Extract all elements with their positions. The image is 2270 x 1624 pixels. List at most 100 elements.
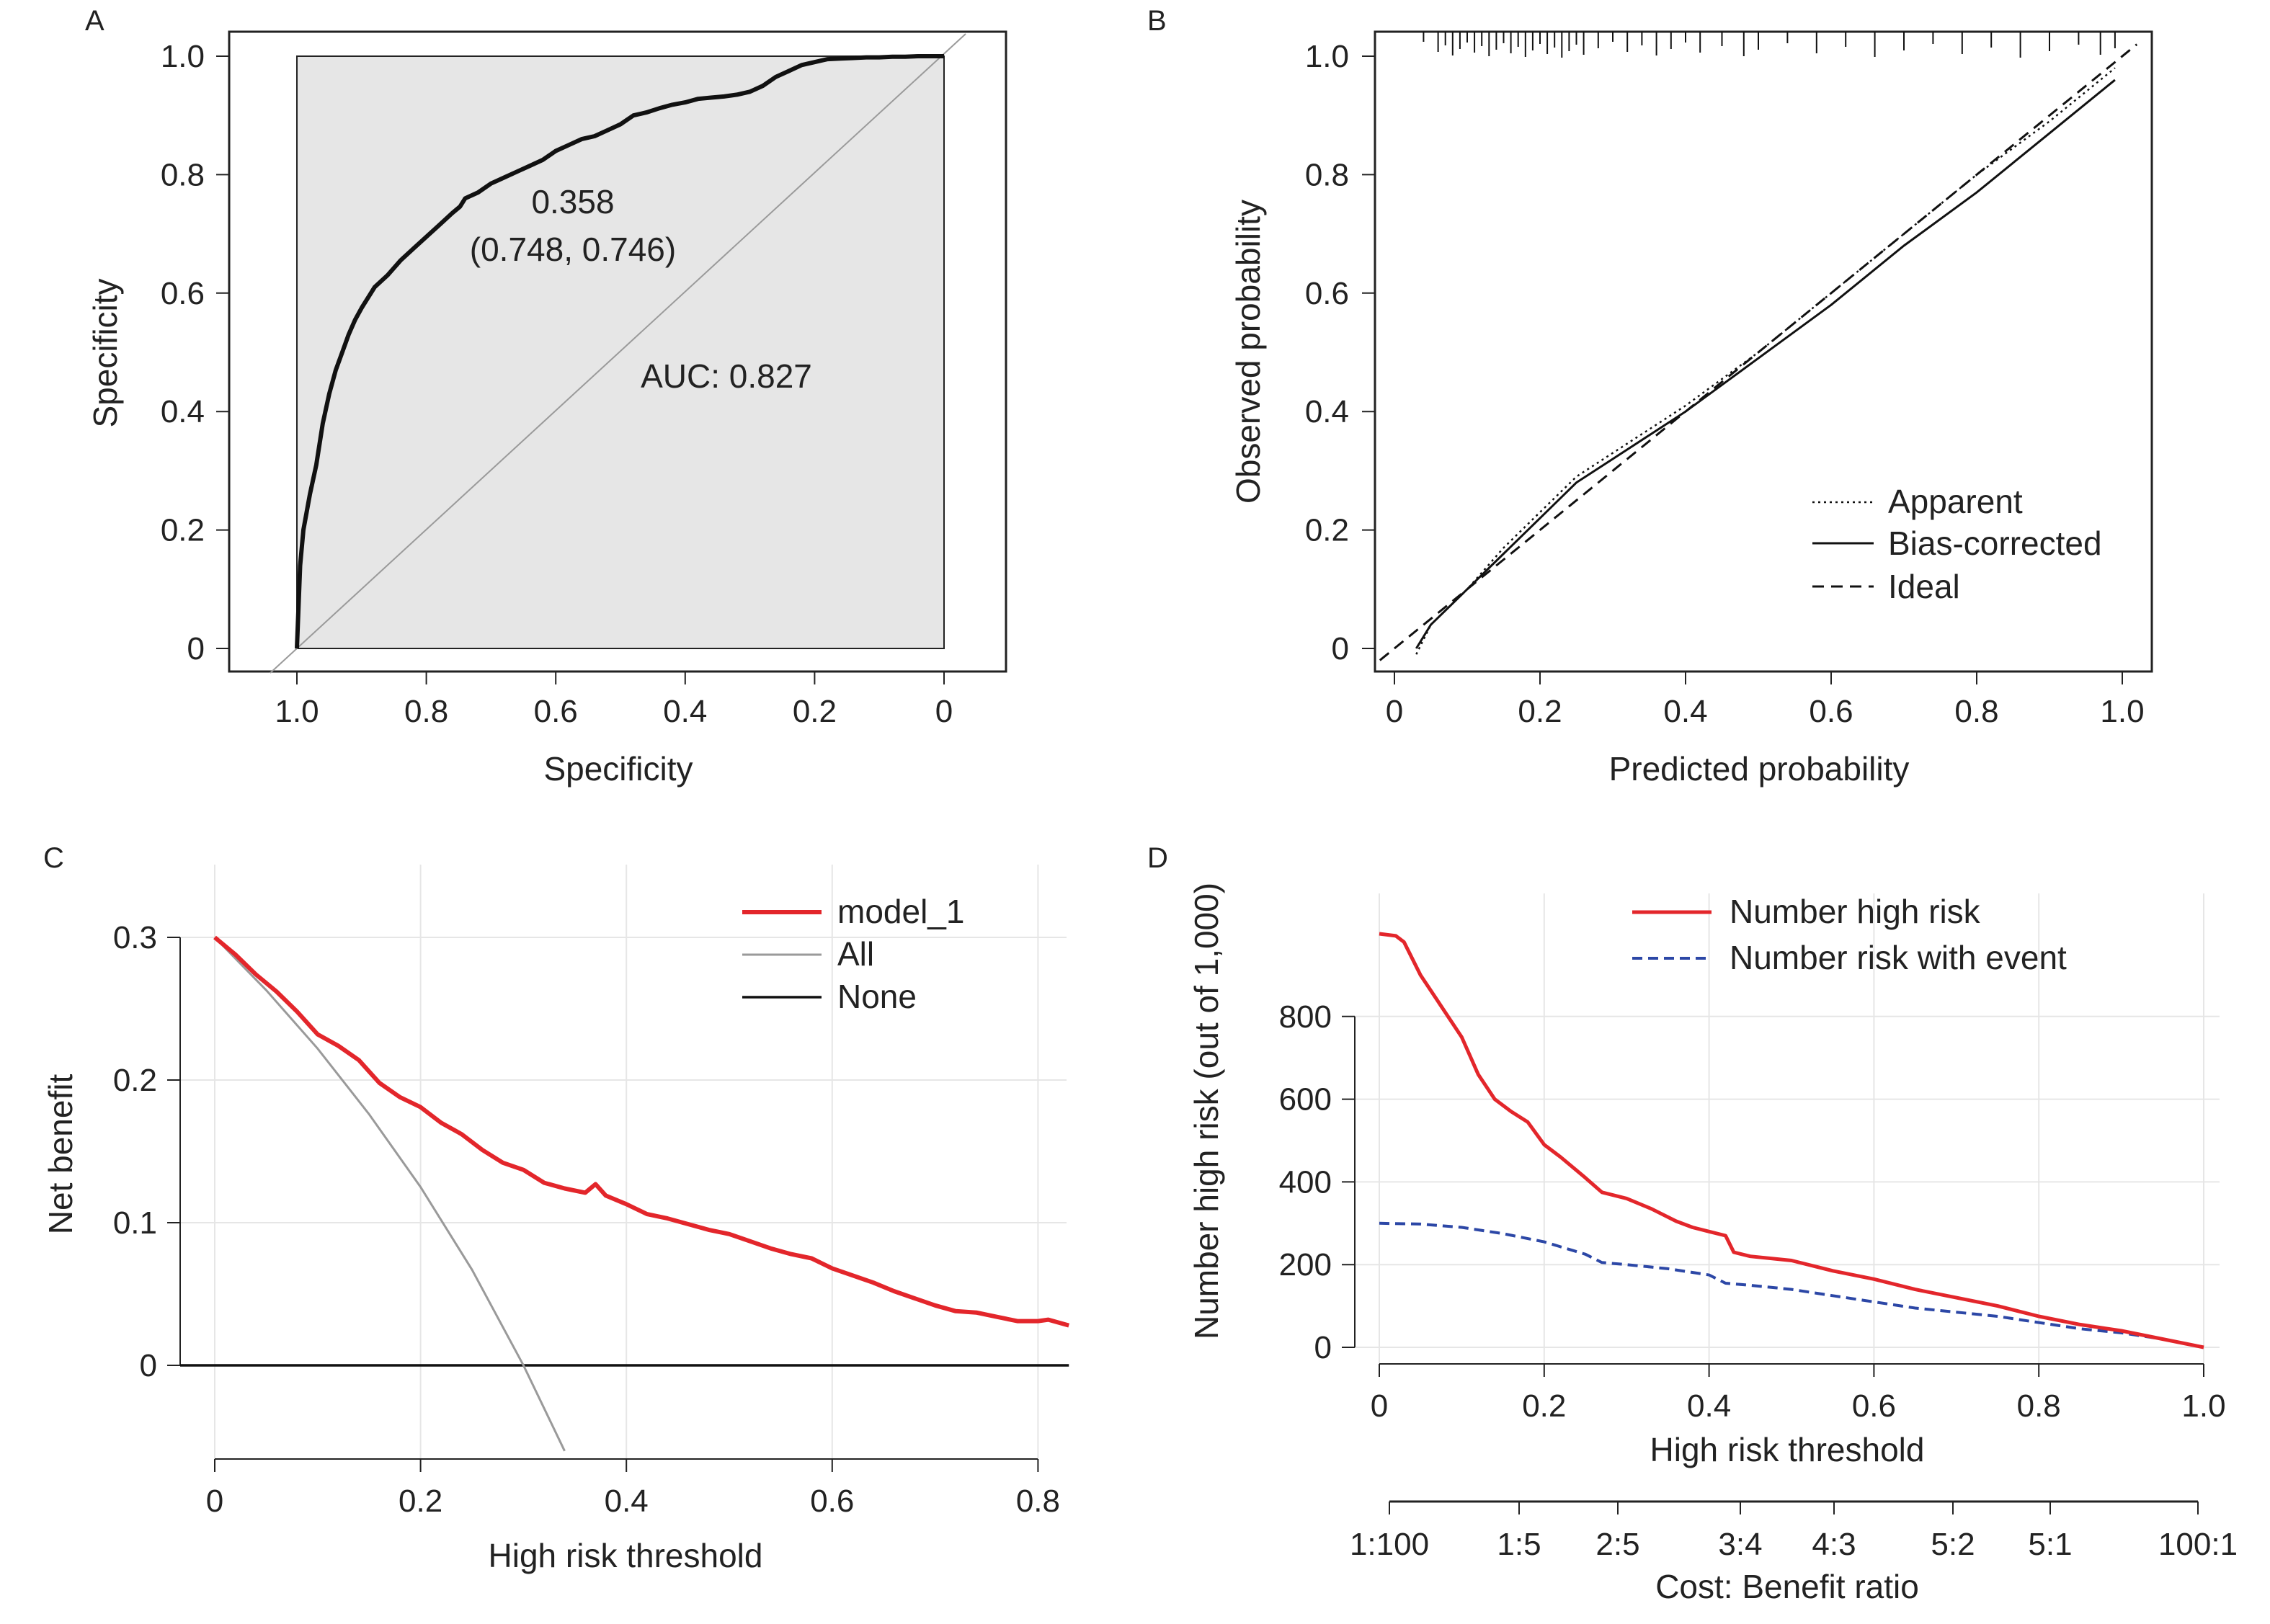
- y-tick-label: 0.8: [1305, 157, 1349, 192]
- x-axis-title: Predicted probability: [1609, 750, 1910, 788]
- y-tick-label: 1.0: [1305, 39, 1349, 74]
- x-tick-label: 0.2: [1522, 1388, 1566, 1424]
- x-ticks: 0 0.2 0.4 0.6 0.8 1.0: [1371, 1363, 2226, 1424]
- y-tick-label: 800: [1279, 999, 1332, 1035]
- x-tick-label: 0.8: [1954, 694, 1998, 729]
- x-tick-label: 0.2: [399, 1484, 442, 1519]
- secondary-x-tick-label: 5:2: [1931, 1527, 1975, 1562]
- secondary-x-tick-label: 2:5: [1595, 1527, 1639, 1562]
- y-tick-label: 0.2: [161, 513, 205, 548]
- x-tick-label: 0.6: [810, 1484, 854, 1519]
- roc-curve: [295, 54, 944, 649]
- all-line: [213, 936, 566, 1452]
- y-axis-title: Number high risk (out of 1,000): [1188, 883, 1225, 1339]
- panel-label-d: D: [1147, 842, 1168, 874]
- diagonal-reference-line: [270, 33, 966, 674]
- secondary-x-ticks: 1:100 1:5 2:5 3:4 4:3 5:2 5:1 100:1: [1350, 1502, 2238, 1562]
- x-tick-label: 1.0: [2100, 694, 2144, 729]
- legend-label-apparent: Apparent: [1888, 483, 2023, 520]
- gridlines: [1355, 893, 2220, 1364]
- y-tick-label: 0.8: [161, 157, 205, 192]
- legend: Apparent Bias-corrected Ideal: [1812, 483, 2102, 605]
- y-ticks: 0 0.1 0.2 0.3: [113, 920, 181, 1383]
- threshold-point-label: (0.748, 0.746): [470, 231, 676, 268]
- bias-corrected-line: [1415, 79, 2116, 649]
- y-tick-label: 0.2: [113, 1063, 157, 1098]
- legend-label-all: All: [837, 935, 874, 973]
- y-tick-label: 1.0: [161, 39, 205, 74]
- x-tick-label: 1.0: [275, 694, 319, 729]
- gridlines: [180, 865, 1067, 1459]
- y-tick-label: 0.2: [1305, 513, 1349, 548]
- y-tick-label: 400: [1279, 1164, 1332, 1200]
- x-tick-label: 0: [1386, 694, 1403, 729]
- x-ticks: 0 0.2 0.4 0.6 0.8 1.0: [1386, 672, 2145, 729]
- legend-label-none: None: [837, 978, 917, 1015]
- y-tick-label: 0.1: [113, 1205, 157, 1241]
- panel-label-b: B: [1147, 5, 1167, 37]
- panel-label-c: C: [43, 842, 64, 874]
- x-tick-label: 0.4: [605, 1484, 649, 1519]
- panel-b: B 0 0.2 0.4 0.6 0.8 1.0 0 0.2 0.4 0.6 0.8 1.0 Appa…: [1147, 5, 2153, 788]
- y-axis-title: Specificity: [86, 278, 124, 427]
- legend-label-ideal: Ideal: [1888, 568, 1960, 605]
- y-ticks: 0 200 400 600 800: [1279, 999, 1356, 1365]
- x-tick-label: 0.4: [1663, 694, 1707, 729]
- secondary-x-tick-label: 3:4: [1718, 1527, 1762, 1562]
- legend-label-model-1: model_1: [837, 893, 964, 930]
- legend: model_1 All None: [742, 893, 964, 1015]
- x-axis-title: High risk threshold: [489, 1537, 763, 1574]
- x-tick-label: 0.2: [1518, 694, 1562, 729]
- y-axis-title: Observed probability: [1229, 200, 1267, 504]
- y-tick-label: 200: [1279, 1247, 1332, 1282]
- y-tick-label: 0.4: [161, 394, 205, 429]
- legend: Number high risk Number risk with event: [1632, 893, 2067, 976]
- legend-label-number-risk-with-event: Number risk with event: [1730, 939, 2067, 976]
- x-tick-label: 0.8: [2017, 1388, 2061, 1424]
- legend-label-bias-corrected: Bias-corrected: [1888, 525, 2102, 562]
- x-tick-label: 0.6: [534, 694, 578, 729]
- rug-ticks: [1423, 32, 2116, 58]
- y-tick-label: 0.6: [1305, 276, 1349, 311]
- number-risk-with-event-line: [1379, 1221, 2204, 1349]
- x-tick-label: 0.6: [1809, 694, 1853, 729]
- secondary-x-tick-label: 1:100: [1350, 1527, 1429, 1562]
- x-axis-title: Specificity: [543, 750, 693, 788]
- secondary-x-tick-label: 5:1: [2028, 1527, 2072, 1562]
- y-tick-label: 0: [1314, 1330, 1332, 1365]
- x-tick-label: 0.4: [663, 694, 707, 729]
- auc-label: AUC: 0.827: [641, 357, 812, 395]
- x-tick-label: 0.4: [1687, 1388, 1731, 1424]
- y-tick-label: 0: [187, 631, 205, 666]
- x-ticks: 0 0.2 0.4 0.6 0.8: [206, 1458, 1060, 1519]
- number-high-risk-line: [1379, 932, 2204, 1349]
- x-tick-label: 0: [206, 1484, 223, 1519]
- panel-c: C 0 0.2 0.4 0.6 0.8 0 0.1 0.2 0.3 model_1 All N…: [42, 842, 1070, 1574]
- panel-a: A 1.0 0.8 0.6 0.4 0.2 0 0 0.2 0.4 0.6 0.8 1.0 0.35…: [85, 5, 1007, 788]
- secondary-x-axis-title: Cost: Benefit ratio: [1655, 1568, 1919, 1605]
- y-tick-label: 600: [1279, 1082, 1332, 1117]
- y-tick-label: 0: [1332, 631, 1349, 666]
- x-tick-label: 0.2: [793, 694, 837, 729]
- x-tick-label: 1.0: [2181, 1388, 2225, 1424]
- x-tick-label: 0: [1371, 1388, 1388, 1424]
- x-tick-label: 0.6: [1852, 1388, 1896, 1424]
- model-1-line: [213, 935, 1070, 1328]
- panel-label-a: A: [85, 5, 104, 37]
- y-tick-label: 0.4: [1305, 394, 1349, 429]
- x-tick-label: 0.8: [1016, 1484, 1060, 1519]
- y-ticks: 0 0.2 0.4 0.6 0.8 1.0: [1305, 39, 1375, 666]
- secondary-x-tick-label: 4:3: [1812, 1527, 1856, 1562]
- secondary-x-tick-label: 100:1: [2158, 1527, 2238, 1562]
- x-tick-label: 0: [935, 694, 953, 729]
- x-tick-label: 0.8: [404, 694, 448, 729]
- threshold-label: 0.358: [531, 183, 614, 220]
- y-axis-title: Net benefit: [42, 1074, 79, 1235]
- y-tick-label: 0.6: [161, 276, 205, 311]
- panel-d: D 0 0.2 0.4 0.6 0.8 1.0 0 200 400 600 800 Number …: [1147, 842, 2238, 1605]
- x-ticks: 1.0 0.8 0.6 0.4 0.2 0: [275, 672, 953, 729]
- y-ticks: 0 0.2 0.4 0.6 0.8 1.0: [161, 39, 229, 666]
- x-axis-title: High risk threshold: [1650, 1431, 1925, 1468]
- secondary-x-tick-label: 1:5: [1497, 1527, 1541, 1562]
